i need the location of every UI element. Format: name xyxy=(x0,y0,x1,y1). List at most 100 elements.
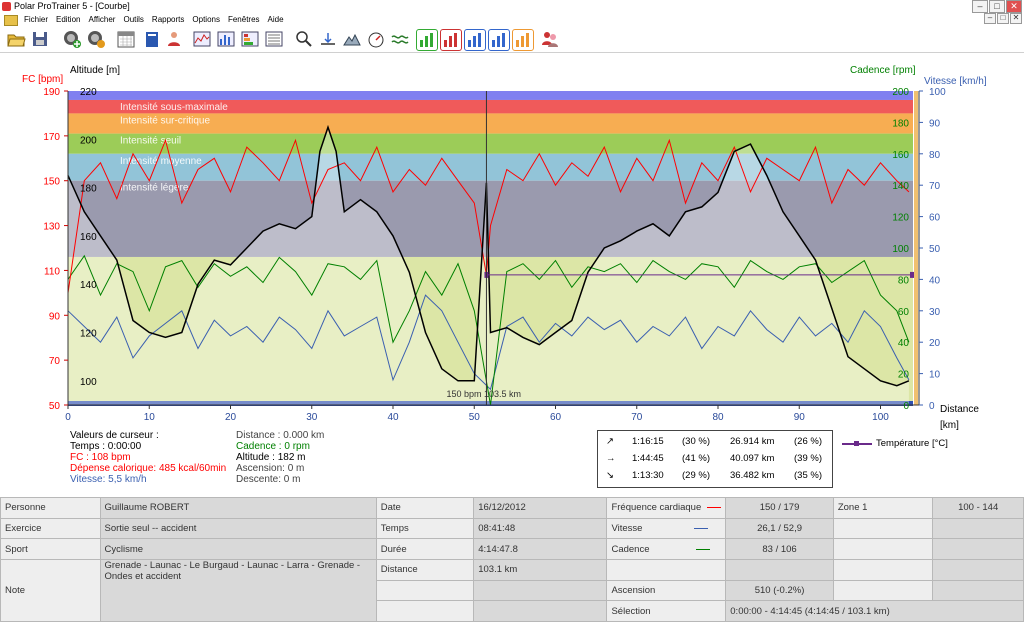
mdi-close-button[interactable]: ✕ xyxy=(1010,13,1022,24)
menu-fichier[interactable]: Fichier xyxy=(24,15,49,24)
speed-tick-label: 40 xyxy=(929,275,941,286)
empty-cell xyxy=(375,579,475,602)
x-tick-label: 50 xyxy=(469,412,481,423)
speed-tick-label: 30 xyxy=(929,307,941,318)
fc-tick-label: 50 xyxy=(49,401,61,412)
temperature-marker xyxy=(910,271,916,278)
distance-icon[interactable] xyxy=(318,29,338,49)
exercise-info-table: Personne Guillaume ROBERT Date 16/12/201… xyxy=(0,497,1024,622)
selection-value[interactable]: 0:00:00 - 4:14:45 (4:14:45 / 103.1 km) xyxy=(725,600,1024,622)
menu-aide[interactable]: Aide xyxy=(267,15,284,24)
personne-value[interactable]: Guillaume ROBERT xyxy=(99,497,377,519)
calendar-icon[interactable] xyxy=(116,29,136,49)
cursor-label: 150 bpm 103.5 km xyxy=(446,389,521,399)
users-icon[interactable] xyxy=(540,29,560,49)
trip-row-down: ↘ 1:13:30 (29 %) 36.482 km (35 %) xyxy=(598,467,832,484)
cadence-tick-label: 40 xyxy=(898,338,910,349)
wave-icon[interactable] xyxy=(390,29,410,49)
trip-dist: 36.482 km xyxy=(730,470,775,481)
zone-band xyxy=(68,99,913,114)
zone-value: 100 - 144 xyxy=(932,497,1024,519)
empty-cell xyxy=(832,538,934,560)
mdi-minimize-button[interactable]: – xyxy=(984,13,996,24)
zone-5-icon[interactable] xyxy=(512,29,534,51)
laps-icon[interactable] xyxy=(264,29,284,49)
altitude-tick-label: 120 xyxy=(80,329,97,340)
fc-tick-label: 70 xyxy=(49,356,61,367)
fc-tick-label: 110 xyxy=(44,266,60,277)
flat-icon: → xyxy=(606,453,616,464)
title-bar: Polar ProTrainer 5 - [Courbe] – □ ✕ xyxy=(0,0,1024,13)
speed-tick-label: 50 xyxy=(929,244,941,255)
fc-axis-title: FC [bpm] xyxy=(22,74,63,85)
exercice-value[interactable]: Sortie seul -- accident xyxy=(99,517,377,540)
x-tick-label: 60 xyxy=(550,412,562,423)
sport-value[interactable]: Cyclisme xyxy=(99,538,377,560)
x-tick-label: 90 xyxy=(794,412,806,423)
altitude-axis-title: Altitude [m] xyxy=(70,65,120,76)
curve-chart[interactable]: Intensité sous-maximale Intensité sur-cri… xyxy=(0,58,1024,490)
chart-area[interactable]: Intensité sous-maximale Intensité sur-cri… xyxy=(0,58,1024,490)
menu-bar: Fichier Edition Afficher Outils Rapports… xyxy=(0,13,1024,26)
zone-3-icon[interactable] xyxy=(464,29,486,51)
zone-band xyxy=(68,91,913,100)
cadence-tick-label: 180 xyxy=(892,118,909,129)
zone-4-icon[interactable] xyxy=(488,29,510,51)
distance-axis-unit: [km] xyxy=(940,420,959,431)
close-button[interactable]: ✕ xyxy=(1006,0,1022,13)
empty-cell xyxy=(725,558,834,581)
zone-band xyxy=(68,153,913,181)
altitude-icon[interactable] xyxy=(342,29,362,49)
fc-tick-label: 130 xyxy=(43,222,60,233)
x-tick-label: 100 xyxy=(872,412,889,423)
altitude-tick-label: 200 xyxy=(80,135,97,146)
speed-icon[interactable] xyxy=(366,29,386,49)
cursor-descente: Descente: 0 m xyxy=(236,474,301,485)
zone-2-icon[interactable] xyxy=(440,29,462,51)
cursor-temps: Temps : 0:00:00 xyxy=(70,441,142,452)
speed-tick-label: 10 xyxy=(929,370,941,381)
add-exercise-icon[interactable] xyxy=(62,29,82,49)
date-value: 16/12/2012 xyxy=(473,497,608,519)
zone-label: Zone 1 xyxy=(832,497,934,519)
speed-tick-label: 100 xyxy=(929,87,946,98)
curve-icon[interactable] xyxy=(192,29,212,49)
trip-dist: 26.914 km xyxy=(730,436,775,447)
trip-dist-pct: (26 %) xyxy=(794,436,822,447)
menu-afficher[interactable]: Afficher xyxy=(88,15,116,24)
ascension-label: Ascension xyxy=(606,579,727,602)
book-icon[interactable] xyxy=(142,29,162,49)
speed-tick-label: 20 xyxy=(929,338,941,349)
maximize-button[interactable]: □ xyxy=(989,0,1005,13)
menu-rapports[interactable]: Rapports xyxy=(151,15,185,24)
zone-label: Intensité légère xyxy=(120,183,189,194)
save-icon[interactable] xyxy=(30,29,50,49)
menu-edition[interactable]: Edition xyxy=(56,15,81,24)
zone-1-icon[interactable] xyxy=(416,29,438,51)
minimize-button[interactable]: – xyxy=(972,0,988,13)
zones-icon[interactable] xyxy=(240,29,260,49)
menu-options[interactable]: Options xyxy=(192,15,220,24)
zoom-icon[interactable] xyxy=(294,29,314,49)
cadence-axis-title: Cadence [rpm] xyxy=(850,65,916,76)
personne-label: Personne xyxy=(0,497,101,519)
bars-icon[interactable] xyxy=(216,29,236,49)
speed-tick-label: 90 xyxy=(929,118,941,129)
fc-tick-label: 170 xyxy=(43,132,60,143)
edit-exercise-icon[interactable] xyxy=(86,29,106,49)
open-icon[interactable] xyxy=(6,29,26,49)
note-value[interactable]: Grenade - Launac - Le Burgaud - Launac -… xyxy=(99,558,377,622)
menu-fenetres[interactable]: Fenêtres xyxy=(227,15,260,24)
mdi-restore-button[interactable]: □ xyxy=(997,13,1009,24)
x-tick-label: 70 xyxy=(631,412,643,423)
exercice-label: Exercice xyxy=(0,517,101,540)
cursor-depense: Dépense calorique: 485 kcal/60min xyxy=(70,463,227,474)
zone-band xyxy=(68,180,913,257)
empty-cell xyxy=(932,558,1024,581)
table-row: Sélection 0:00:00 - 4:14:45 (4:14:45 / 1… xyxy=(1,600,1024,622)
menu-outils[interactable]: Outils xyxy=(123,15,144,24)
table-row: Personne Guillaume ROBERT Date 16/12/201… xyxy=(0,497,1024,519)
temperature-legend[interactable]: Température [°C] xyxy=(842,438,948,449)
distance-label: Distance xyxy=(375,558,475,581)
person-icon[interactable] xyxy=(164,29,184,49)
